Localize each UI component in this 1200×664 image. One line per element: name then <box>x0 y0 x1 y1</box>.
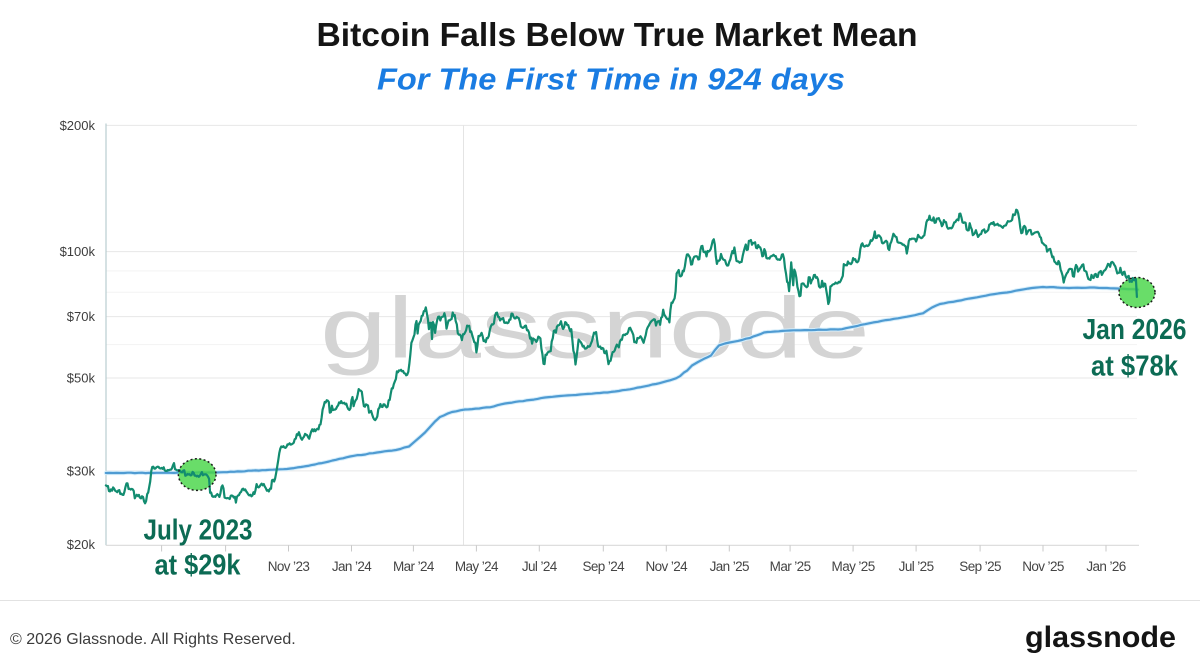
svg-text:May ’25: May ’25 <box>832 559 875 574</box>
svg-text:$30k: $30k <box>67 464 96 479</box>
svg-text:Jan ’24: Jan ’24 <box>332 559 372 574</box>
svg-text:Nov ’23: Nov ’23 <box>268 559 310 574</box>
svg-text:Mar ’24: Mar ’24 <box>393 559 435 574</box>
svg-text:Nov ’24: Nov ’24 <box>646 559 689 574</box>
svg-text:$20k: $20k <box>67 537 96 552</box>
svg-text:Nov ’25: Nov ’25 <box>1022 559 1064 574</box>
svg-text:Sep ’25: Sep ’25 <box>959 559 1001 574</box>
svg-text:glassnode: glassnode <box>320 281 870 377</box>
svg-text:at $29k: at $29k <box>155 550 242 582</box>
svg-text:Bitcoin Falls Below True Marke: Bitcoin Falls Below True Market Mean <box>317 16 918 53</box>
svg-text:$200k: $200k <box>60 118 96 133</box>
svg-text:May ’24: May ’24 <box>455 559 499 574</box>
svg-text:Jul ’24: Jul ’24 <box>522 559 558 574</box>
svg-text:© 2026 Glassnode. All Rights R: © 2026 Glassnode. All Rights Reserved. <box>10 631 296 648</box>
svg-text:Jan ’26: Jan ’26 <box>1086 559 1125 574</box>
svg-text:Jul ’25: Jul ’25 <box>899 559 934 574</box>
svg-text:Mar ’25: Mar ’25 <box>770 559 811 574</box>
svg-text:glassnode: glassnode <box>1025 621 1176 654</box>
svg-text:$50k: $50k <box>67 371 96 386</box>
svg-text:at $78k: at $78k <box>1091 351 1179 383</box>
svg-text:Jan 2026: Jan 2026 <box>1083 314 1187 346</box>
svg-text:$100k: $100k <box>60 244 96 259</box>
svg-text:Sep ’24: Sep ’24 <box>583 559 626 574</box>
svg-text:$70k: $70k <box>67 309 96 324</box>
svg-text:Jan ’25: Jan ’25 <box>710 559 749 574</box>
svg-text:July 2023: July 2023 <box>144 515 253 547</box>
svg-text:For The First Time in 924 days: For The First Time in 924 days <box>377 62 845 97</box>
